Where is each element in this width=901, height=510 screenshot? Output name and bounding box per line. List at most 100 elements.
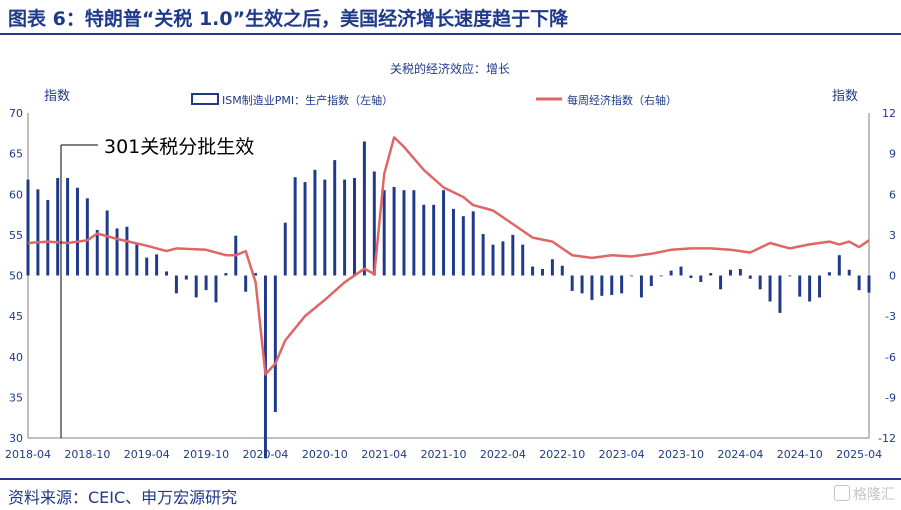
pmi-bar — [75, 187, 79, 276]
pmi-bar — [184, 275, 188, 280]
pmi-bar — [689, 275, 693, 278]
pmi-bar — [827, 272, 831, 276]
x-tick: 2022-10 — [539, 448, 585, 461]
report-header: 图表 6：特朗普“关税 1.0”生效之后，美国经济增长速度趋于下降 — [0, 0, 901, 35]
pmi-bar — [580, 275, 584, 294]
pmi-bar — [155, 254, 159, 276]
legend-line-label: 每周经济指数（右轴） — [567, 93, 677, 107]
pmi-bar — [867, 275, 871, 293]
pmi-bar — [709, 273, 713, 276]
watermark-logo-icon — [834, 485, 850, 501]
y-tick-left: 50 — [9, 270, 23, 283]
x-tick: 2021-04 — [361, 448, 407, 461]
pmi-bar — [719, 275, 723, 290]
pmi-bar — [105, 210, 109, 276]
pmi-bar — [600, 275, 604, 296]
legend: ISM制造业PMI：生产指数（左轴） 每周经济指数（右轴） — [191, 93, 677, 107]
pmi-bar — [283, 222, 287, 276]
pmi-bar — [224, 273, 228, 276]
y-tick-right: 3 — [889, 229, 896, 242]
x-tick: 2020-10 — [302, 448, 348, 461]
x-tick: 2018-04 — [5, 448, 51, 461]
pmi-bar — [442, 190, 446, 276]
pmi-bar — [471, 211, 475, 276]
pmi-bar — [560, 265, 564, 276]
pmi-bar — [630, 275, 634, 277]
pmi-bar — [758, 275, 762, 290]
pmi-bar — [837, 255, 841, 276]
pmi-bar — [798, 275, 802, 297]
pmi-bar — [738, 269, 742, 276]
watermark: 格隆汇 — [834, 484, 895, 504]
pmi-bar — [412, 190, 416, 276]
pmi-bar — [273, 275, 277, 412]
pmi-bar — [501, 241, 505, 276]
pmi-bar — [590, 275, 594, 300]
pmi-bar — [511, 234, 515, 276]
pmi-bar — [323, 179, 327, 276]
x-tick: 2025-04 — [836, 448, 882, 461]
y-tick-right: -12 — [878, 432, 896, 445]
pmi-bar — [679, 266, 683, 276]
pmi-bar — [847, 269, 851, 276]
pmi-bar — [768, 275, 772, 302]
pmi-bar — [382, 190, 386, 276]
pmi-bar — [66, 178, 70, 276]
pmi-bar — [610, 275, 614, 295]
x-tick: 2024-04 — [717, 448, 763, 461]
pmi-bar — [620, 275, 624, 294]
y-tick-left: 30 — [9, 432, 23, 445]
pmi-bar — [244, 275, 248, 292]
pmi-bar — [481, 234, 485, 276]
pmi-bar — [451, 208, 455, 276]
y-tick-right: -3 — [885, 310, 896, 323]
pmi-bar — [728, 269, 732, 276]
pmi-bars — [26, 141, 871, 459]
pmi-bar — [521, 244, 525, 276]
pmi-bar — [36, 189, 40, 276]
pmi-bar — [748, 275, 752, 279]
y-tick-left: 55 — [9, 229, 23, 242]
pmi-bar — [343, 179, 347, 276]
footer-rule — [0, 478, 901, 480]
y-tick-left: 60 — [9, 188, 23, 201]
pmi-bar — [145, 257, 149, 276]
y-tick-right: 12 — [882, 107, 896, 120]
y-tick-right: 0 — [889, 270, 896, 283]
y-tick-left: 70 — [9, 107, 23, 120]
y-tick-left: 40 — [9, 351, 23, 364]
pmi-bar — [550, 259, 554, 276]
pmi-bar — [214, 275, 218, 303]
pmi-bar — [125, 226, 129, 276]
x-tick: 2018-10 — [64, 448, 110, 461]
annotation-text: 301关税分批生效 — [104, 136, 254, 158]
y-tick-right: -6 — [885, 351, 896, 364]
weekly-economic-index-line — [27, 136, 870, 376]
x-tick: 2021-10 — [421, 448, 467, 461]
pmi-bar — [422, 204, 426, 276]
chart: 关税的经济效应：增长 指数 指数 ISM制造业PMI：生产指数（左轴） 每周经济… — [5, 61, 896, 461]
y-tick-right: -9 — [885, 391, 896, 404]
y-axis-label-right: 指数 — [832, 89, 858, 104]
source-note: 资料来源：CEIC、申万宏源研究 — [8, 488, 238, 507]
pmi-bar — [165, 271, 169, 276]
pmi-bar — [788, 275, 792, 277]
pmi-bar — [659, 275, 663, 277]
x-tick: 2019-04 — [124, 448, 170, 461]
pmi-bar — [570, 275, 574, 291]
pmi-bar — [432, 204, 436, 276]
pmi-bar — [541, 269, 544, 276]
pmi-bar — [174, 275, 178, 294]
y-axis-label-left: 指数 — [44, 89, 70, 104]
annotation: 301关税分批生效 — [60, 136, 254, 438]
pmi-bar — [303, 182, 307, 276]
pmi-bar — [778, 275, 782, 313]
legend-bar-swatch — [191, 93, 219, 105]
pmi-bar — [402, 190, 406, 276]
header-rule — [0, 33, 901, 35]
pmi-bar — [699, 275, 703, 282]
chart-title: 关税的经济效应：增长 — [390, 61, 510, 76]
pmi-bar — [333, 160, 337, 276]
pmi-bar — [808, 275, 812, 302]
pmi-bar — [669, 270, 673, 276]
